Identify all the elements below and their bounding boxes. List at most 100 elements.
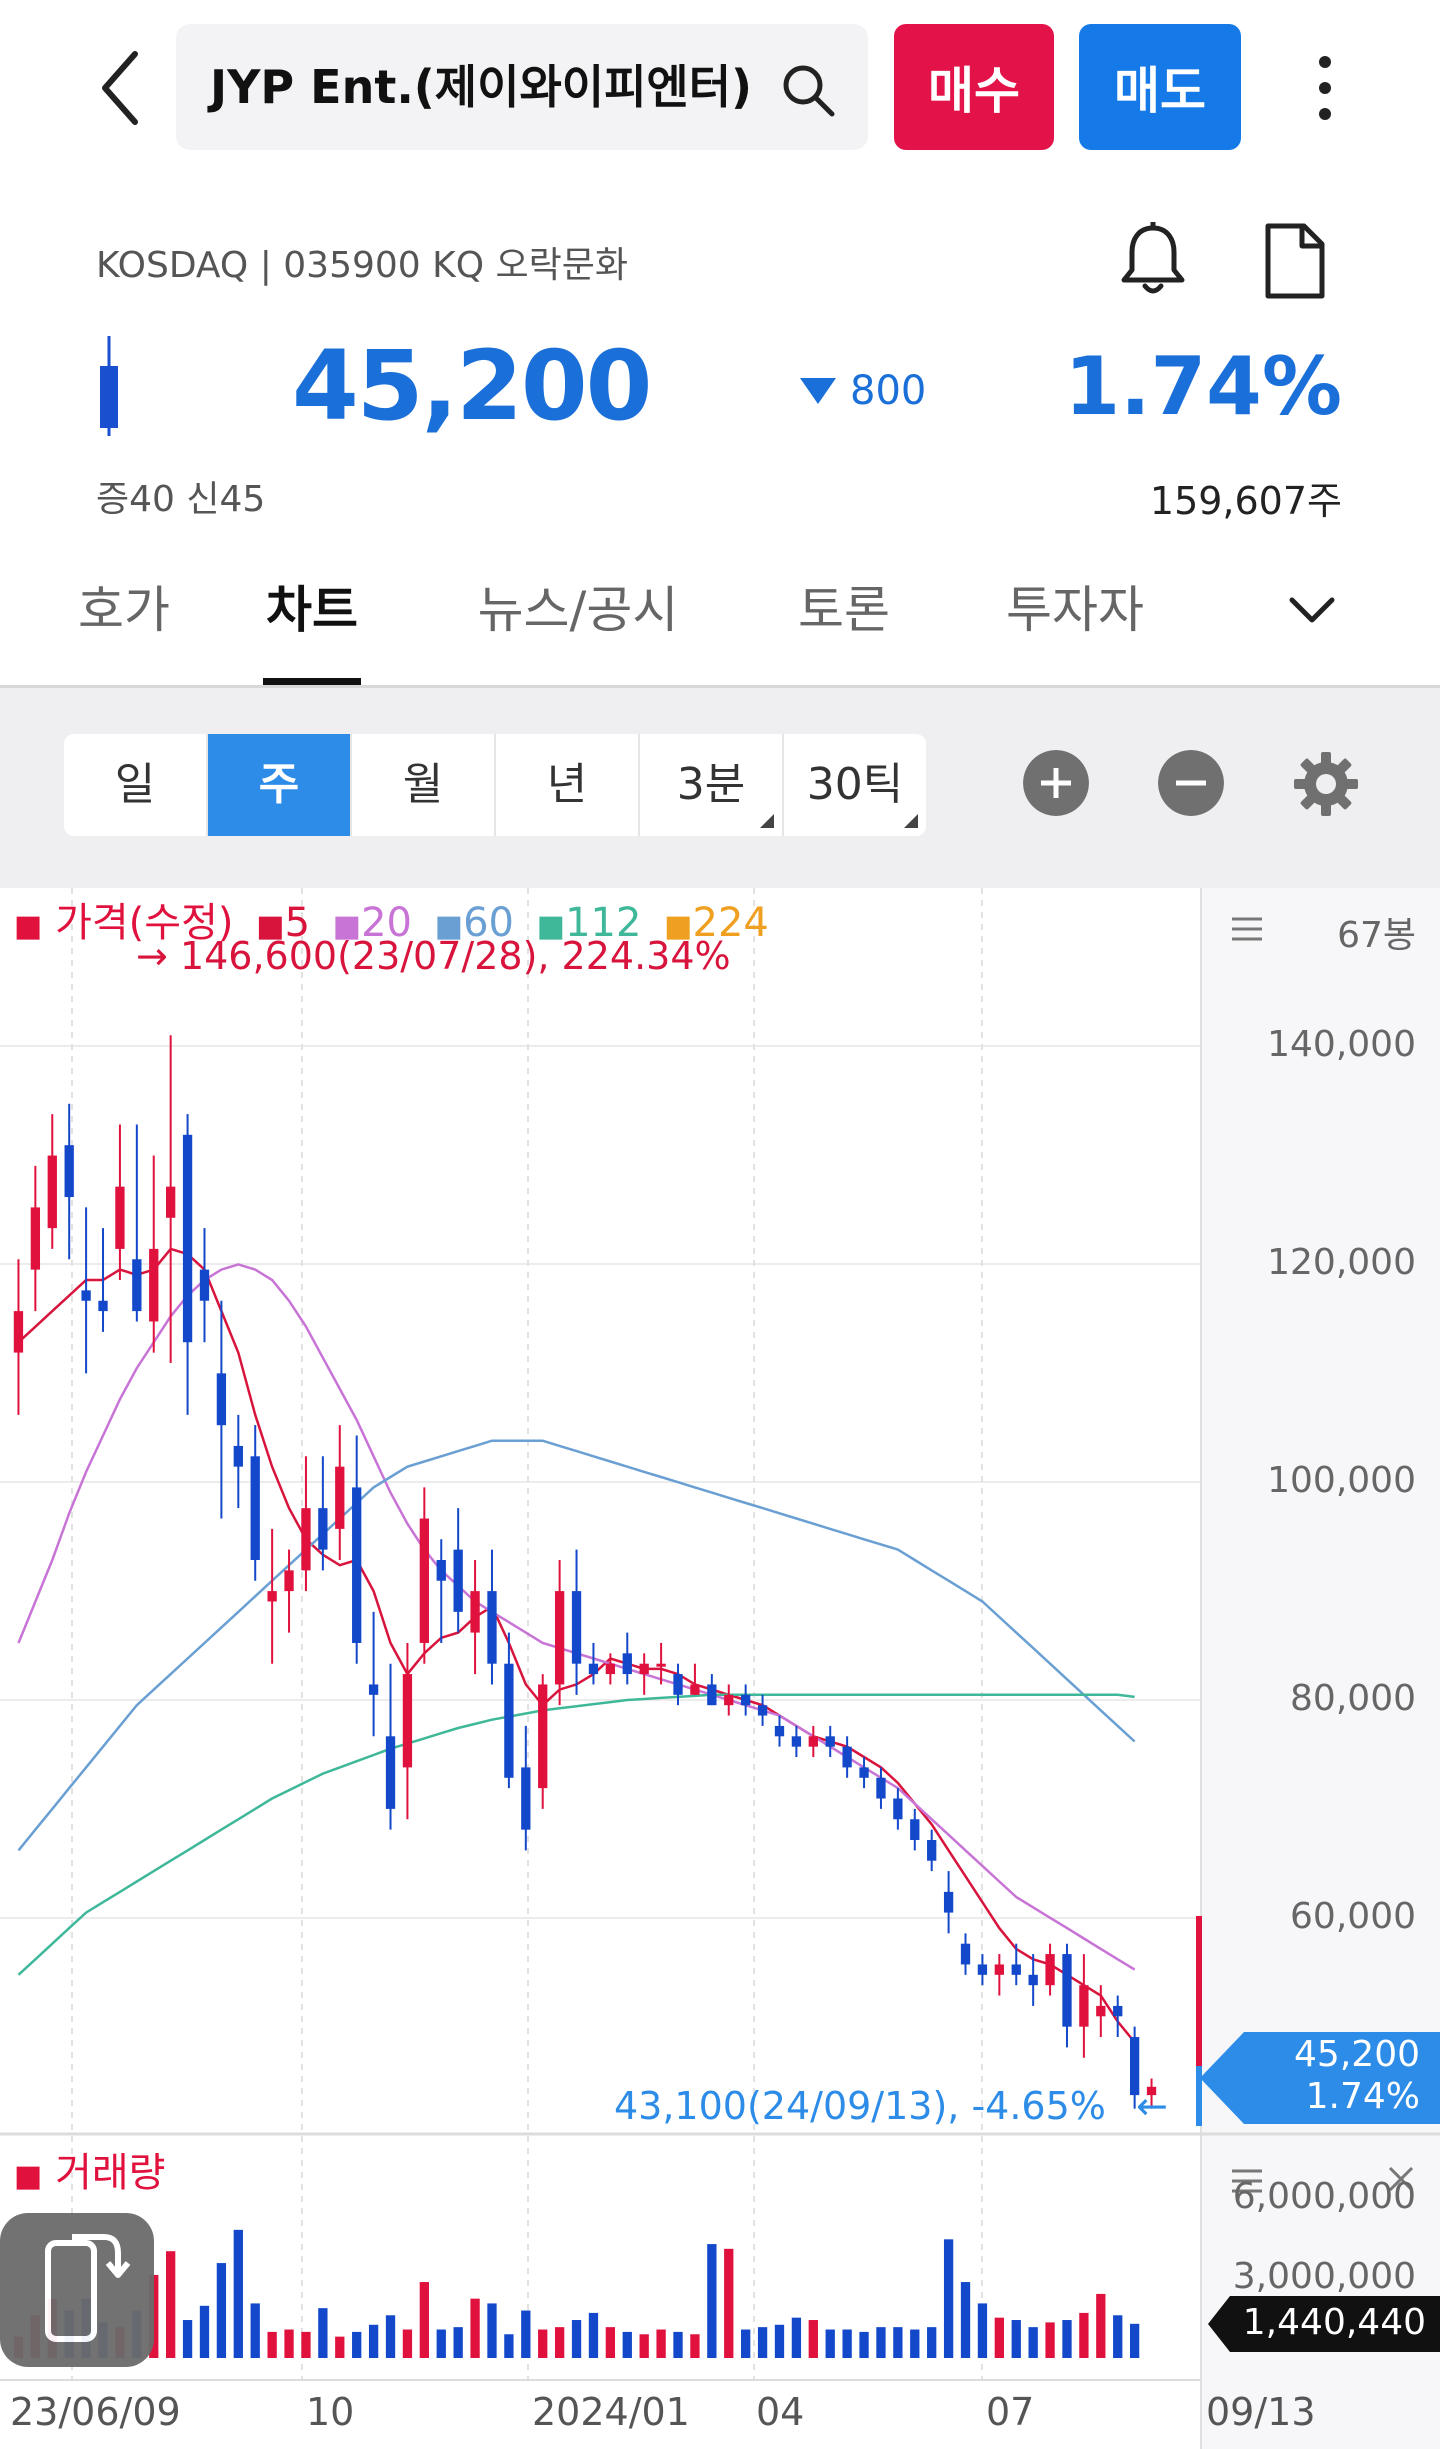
search-icon[interactable] [778,60,838,120]
rotate-icon [45,2234,131,2342]
period-monthly[interactable]: 월 [352,734,496,836]
volume-bar [842,2329,852,2358]
candle-body [656,1663,666,1667]
volume-bar [808,2320,818,2358]
period-daily[interactable]: 일 [64,734,208,836]
candle-body [588,1663,599,1675]
price-chart[interactable] [0,888,1440,2449]
stock-search-field[interactable]: JYP Ent.(제이와이피엔터) [176,24,868,150]
tab-news[interactable]: 뉴스/공시 [477,581,679,639]
volume-bar [538,2329,548,2358]
x-tick-label: 2024/01 [532,2390,690,2434]
last-price-pct: 1.74% [1305,2076,1420,2117]
price-range-marker [1196,1916,1202,2126]
period-daily-label: 일 [114,759,156,810]
trade-volume: 159,607주 [1149,479,1342,523]
tab-bar: 호가 차트 뉴스/공시 토론 투자자 [0,560,1440,688]
zoom-in-icon[interactable] [1023,750,1089,816]
volume-bar [1079,2312,1089,2358]
chevron-left-icon [102,50,138,125]
ma-line-60 [17,1439,1136,1852]
volume-bar [301,2331,311,2358]
candle-body [690,1684,700,1695]
period-weekly[interactable]: 주 [208,734,352,836]
volume-bar [1045,2322,1055,2358]
period-yearly[interactable]: 년 [496,734,640,836]
tab-discussion[interactable]: 토론 [798,581,890,639]
close-icon[interactable] [1386,2164,1416,2194]
volume-bar [859,2331,869,2358]
candle-body [977,1964,988,1975]
x-tick-label: 09/13 [1206,2390,1316,2434]
volume-bar [656,2329,666,2358]
sell-button[interactable]: 매도 [1079,24,1241,150]
candle-indicator-icon [100,336,118,436]
candle-body [960,1943,971,1965]
candle-body [199,1269,210,1301]
candle-body [1129,2037,1140,2096]
candle-body [927,1840,937,1861]
candle-body [352,1487,362,1643]
volume-menu-icon[interactable] [1230,2168,1264,2194]
change-percent: 1.74% [1064,340,1342,433]
candle-body [182,1134,193,1343]
candle-body [673,1674,683,1695]
period-3min-label: 3분 [676,759,746,810]
gear-icon[interactable] [1290,748,1362,820]
tab-chart[interactable]: 차트 [266,581,358,639]
candle-body [639,1663,649,1675]
candle-body [757,1705,768,1716]
candle-body [318,1508,328,1550]
tab-orderbook[interactable]: 호가 [78,581,170,639]
chevron-down-icon[interactable] [1282,590,1342,630]
volume-bar [1062,2320,1072,2358]
candle-body [538,1684,548,1789]
volume-bar [994,2317,1004,2358]
period-monthly-label: 월 [402,759,444,810]
volume-bar [927,2327,937,2358]
volume-bar [233,2229,243,2358]
candle-body [335,1466,345,1529]
bar-count: 67봉 [1337,915,1416,956]
candle-body [1028,1974,1038,1986]
volume-bar [825,2329,835,2358]
volume-bar [1096,2293,1106,2358]
menu-icon[interactable] [1230,916,1264,942]
volume-legend-swatch: ■ [14,2159,43,2194]
candle-body [893,1798,903,1820]
period-30tick[interactable]: 30틱 [784,734,926,836]
rotate-screen-button[interactable] [0,2213,154,2367]
document-icon[interactable] [1262,222,1328,300]
chart-axis-panel [1200,888,1440,2449]
volume-bar [436,2329,446,2358]
dropdown-corner-icon [760,814,774,828]
tab-investor[interactable]: 투자자 [1006,581,1144,639]
back-button[interactable] [80,40,160,135]
volume-tick-label: 6,000,000 [1232,2176,1416,2217]
active-tab-indicator [263,678,361,685]
volume-bar [622,2331,632,2358]
market-info: KOSDAQ | 035900 KQ 오락문화 [96,245,628,286]
candle-body [267,1591,277,1602]
candle-body [487,1591,497,1664]
volume-bar [385,2315,396,2358]
bell-icon[interactable] [1118,220,1188,300]
candle-body [842,1746,852,1768]
candle-body [385,1736,396,1809]
zoom-out-icon[interactable] [1158,750,1224,816]
period-3min[interactable]: 3분 [640,734,784,836]
legend-ma224-swatch: ■ [664,909,693,944]
more-options-icon[interactable] [1295,40,1355,135]
candle-body [115,1186,125,1249]
buy-button[interactable]: 매수 [894,24,1054,150]
candle-body [1079,1985,1089,2027]
candle-body [47,1155,57,1229]
high-annotation-text: 146,600(23/07/28), 224.34% [179,934,731,978]
x-tick-label: 10 [306,2390,355,2434]
volume-bar [943,2239,954,2358]
volume-legend: ■ 거래량 [14,2140,165,2198]
volume-bar [1028,2327,1038,2358]
candle-body [453,1549,463,1612]
volume-bar [605,2327,616,2358]
candle-body [876,1777,886,1799]
